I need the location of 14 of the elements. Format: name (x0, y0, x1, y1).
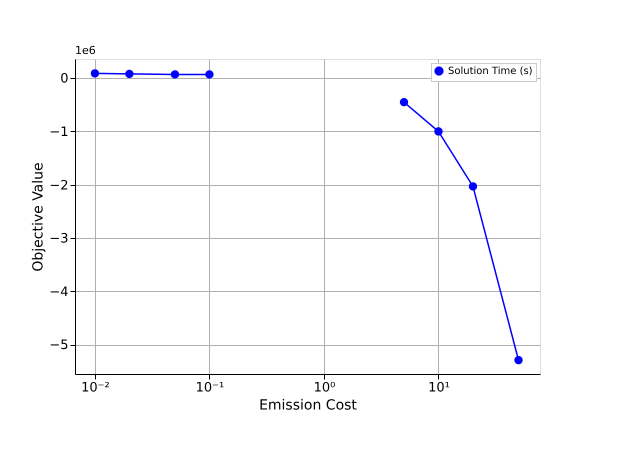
y-tick-label: −5 (49, 338, 68, 354)
y-tick-label: −4 (49, 284, 68, 300)
y-tick-label: −2 (49, 178, 68, 194)
x-tick-label: 10⁻² (81, 380, 110, 396)
x-tick-label: 10¹ (428, 380, 450, 396)
x-tick-label: 10⁻¹ (196, 380, 224, 396)
y-tick-label: −1 (49, 124, 68, 140)
x-axis-title: Emission Cost (259, 398, 358, 414)
y-axis-title: Objective Value (30, 162, 46, 272)
y-tick-label: −3 (49, 232, 68, 247)
legend-label: Solution Time (s) (448, 66, 533, 77)
y-tick-label: 0 (60, 72, 68, 87)
x-tick-label: 10⁰ (314, 380, 336, 396)
text: 1e6 (75, 44, 96, 57)
